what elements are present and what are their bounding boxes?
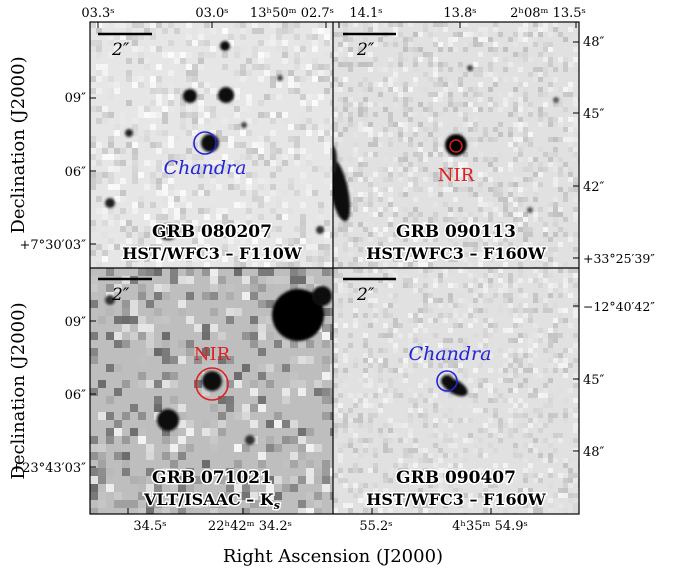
grb-name-grb071021: GRB 071021 — [152, 468, 272, 488]
panel-captions: GRB 080207 HST/WFC3 – F110W GRB 090113 H… — [121, 221, 549, 514]
ra-tick-label: 13ʰ50ᵐ 02.7ˢ — [250, 6, 334, 21]
dec-tick-label: 48″ — [583, 35, 605, 50]
dec-tick-label: 42″ — [583, 180, 605, 195]
chandra-label-grb090407: Chandra — [409, 343, 492, 365]
panel-image-grb090407 — [333, 268, 579, 514]
dec-tick-label: −12°40′42″ — [583, 299, 655, 314]
nir-label-grb071021: NIR — [194, 344, 231, 365]
nir-marker-circle — [195, 367, 229, 401]
instrument-label-grb080207: HST/WFC3 – F110W — [122, 244, 303, 263]
scalebar-label-grb090113: 2″ — [356, 40, 375, 60]
tick-marks — [90, 22, 579, 514]
ra-tick-labels-top: 03.3ˢ 03.0ˢ 13ʰ50ᵐ 02.7ˢ 14.1ˢ 13.8ˢ 2ʰ0… — [81, 6, 586, 21]
dec-tick-label: 06″ — [65, 165, 87, 180]
chandra-marker-circle — [193, 131, 217, 155]
instrument-label-grb071021: VLT/ISAAC – Ks — [143, 490, 280, 512]
grb-name-grb080207: GRB 080207 — [152, 222, 272, 242]
ra-tick-labels-bottom: 34.5ˢ 22ʰ42ᵐ 34.2ˢ 55.2ˢ 4ʰ35ᵐ 54.9ˢ — [133, 519, 528, 534]
dec-tick-labels-left: 09″ 06″ +7°30′03″ 09″ 06″ +23°43′03″ — [11, 91, 86, 476]
dec-tick-label: +7°30′03″ — [19, 238, 86, 253]
scale-bars — [98, 32, 396, 281]
scalebar-label-grb090407: 2″ — [356, 285, 375, 305]
sources-grb071021 — [105, 286, 332, 445]
dec-tick-labels-right: 48″ 45″ 42″ +33°25′39″ −12°40′42″ 45″ 48… — [583, 35, 655, 460]
y-axis-label-bottom: Declination (J2000) — [8, 302, 29, 479]
panel-image-grb080207 — [90, 22, 333, 268]
dec-tick-label: 09″ — [65, 91, 87, 106]
ra-tick-label: 55.2ˢ — [359, 519, 392, 534]
scalebar-label-grb080207: 2″ — [111, 40, 130, 60]
ra-tick-label: 22ʰ42ᵐ 34.2ˢ — [208, 519, 292, 534]
dec-tick-label: 45″ — [583, 373, 605, 388]
dec-tick-label: +33°25′39″ — [583, 251, 655, 266]
nir-marker-circle — [449, 139, 463, 153]
dec-tick-label: 45″ — [583, 107, 605, 122]
grb-name-grb090113: GRB 090113 — [396, 222, 516, 242]
x-axis-label: Right Ascension (J2000) — [223, 546, 443, 567]
ra-tick-label: 03.3ˢ — [81, 6, 114, 21]
grb-name-grb090407: GRB 090407 — [396, 468, 516, 488]
chandra-label-grb080207: Chandra — [164, 157, 247, 179]
chandra-marker-circle — [436, 370, 458, 392]
dec-tick-label: 06″ — [65, 388, 87, 403]
dec-tick-label: 48″ — [583, 445, 605, 460]
ra-tick-label: 03.0ˢ — [195, 6, 228, 21]
sources-grb080207 — [105, 41, 324, 240]
ra-tick-label: 34.5ˢ — [133, 519, 166, 534]
instrument-label-grb090407: HST/WFC3 – F160W — [366, 490, 547, 509]
dec-tick-label: 09″ — [65, 315, 87, 330]
ra-tick-label: 13.8ˢ — [443, 6, 476, 21]
dec-tick-label: +23°43′03″ — [11, 461, 86, 476]
instrument-label-grb090113: HST/WFC3 – F160W — [366, 244, 547, 263]
y-axis-label-top: Declination (J2000) — [8, 56, 29, 233]
panel-frames — [89, 21, 580, 515]
ra-tick-label: 2ʰ08ᵐ 13.5ˢ — [510, 6, 586, 21]
ra-tick-label: 14.1ˢ — [349, 6, 382, 21]
nir-label-grb090113: NIR — [438, 165, 475, 186]
ra-tick-label: 4ʰ35ᵐ 54.9ˢ — [452, 519, 528, 534]
scalebar-label-grb071021: 2″ — [111, 285, 130, 305]
panel-image-grb071021 — [90, 268, 333, 514]
